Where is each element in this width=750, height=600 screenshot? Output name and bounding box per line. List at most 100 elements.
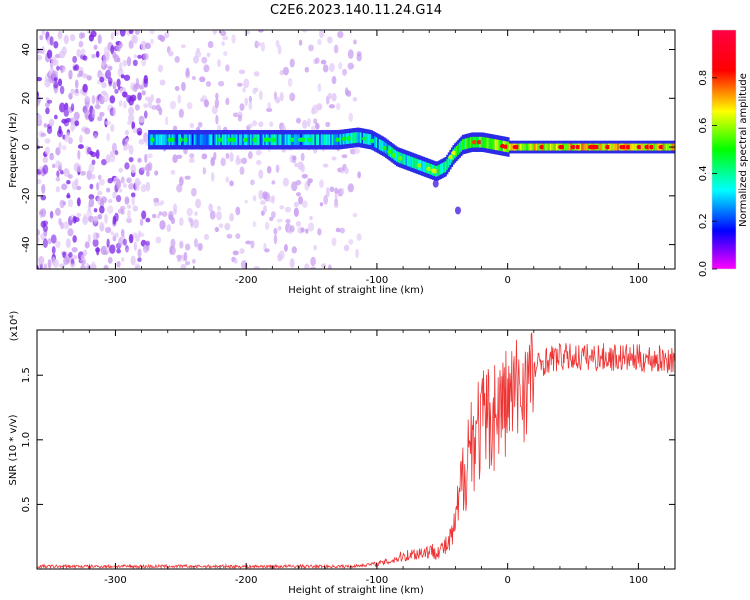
heatmap-noise-cell: [225, 64, 230, 72]
heatmap-trace-core: [455, 145, 458, 157]
heatmap-trace-core: [601, 143, 604, 151]
heatmap-trace-core: [355, 132, 358, 143]
heatmap-trace-core: [461, 139, 465, 150]
heatmap-trace-core: [510, 143, 513, 151]
heatmap-noise-cell: [212, 30, 217, 35]
heatmap-noise-cell: [122, 238, 127, 246]
heatmap-noise-cell: [159, 79, 166, 86]
heatmap-noise-cell: [343, 244, 350, 252]
heatmap-trace-core: [447, 156, 450, 168]
heatmap-trace-core: [485, 137, 488, 149]
heatmap-noise-cell: [248, 95, 252, 103]
heatmap-noise-cell: [76, 185, 82, 191]
heatmap-trace-core: [350, 132, 353, 144]
heatmap-noise-cell: [107, 77, 113, 85]
heatmap-noise-cell: [62, 200, 66, 206]
heatmap-trace-core: [521, 143, 524, 151]
heatmap-trace-core: [195, 134, 198, 146]
heatmap-trace-peak: [605, 144, 611, 150]
heatmap-noise-cell: [250, 179, 255, 186]
heatmap-noise-cell: [334, 193, 338, 199]
heatmap-noise-cell: [153, 197, 160, 204]
heatmap-noise-cell: [52, 59, 59, 66]
heatmap-noise-cell: [194, 211, 198, 216]
heatmap-trace-core: [524, 143, 527, 151]
heatmap-noise-cell: [319, 202, 324, 207]
heatmap-trace-core: [548, 143, 551, 151]
heatmap-trace-core: [295, 134, 298, 146]
heatmap-trace-core: [496, 139, 499, 151]
heatmap-noise-cell: [90, 30, 97, 38]
heatmap-trace-core: [494, 139, 498, 151]
heatmap-noise-cell: [84, 96, 90, 103]
heatmap-noise-cell: [194, 238, 198, 248]
heatmap-noise-cell: [68, 92, 73, 100]
heatmap-trace-core: [446, 159, 449, 170]
heatmap-noise-cell: [42, 224, 49, 232]
heatmap-noise-cell: [41, 183, 46, 194]
heatmap-noise-cell: [132, 34, 138, 44]
heatmap-noise-cell: [120, 257, 125, 263]
heatmap-trace-peak: [341, 136, 347, 142]
heatmap-noise-cell: [229, 213, 234, 222]
heatmap-trace-core: [551, 143, 554, 151]
heatmap-trace-core: [599, 143, 603, 151]
heatmap-trace-core: [312, 134, 316, 146]
heatmap-trace-core: [319, 134, 322, 146]
heatmap-noise-cell: [70, 88, 75, 95]
snr-xlabel: Height of straight line (km): [288, 585, 424, 596]
heatmap-trace-core: [279, 134, 283, 146]
heatmap-noise-cell: [53, 41, 59, 49]
heatmap-noise-cell: [259, 200, 266, 205]
heatmap-noise-cell: [269, 121, 274, 127]
heatmap-ytick-label: -40: [21, 236, 32, 252]
heatmap-noise-cell: [78, 40, 84, 48]
heatmap-noise-cell: [184, 175, 191, 180]
heatmap-noise-cell: [133, 54, 137, 59]
heatmap-noise-cell: [140, 40, 147, 51]
heatmap-trace-core: [457, 144, 460, 156]
heatmap-noise-cell: [38, 255, 45, 265]
heatmap-noise-cell: [163, 31, 170, 39]
heatmap-trace-core: [190, 134, 193, 146]
heatmap-trace-core: [162, 134, 165, 146]
heatmap-noise-cell: [86, 75, 92, 81]
heatmap-noise-cell: [201, 56, 208, 64]
heatmap-trace-core: [176, 134, 179, 146]
heatmap-trace-core: [411, 157, 414, 168]
heatmap-noise-cell: [197, 242, 203, 251]
snr-multiplier: (x10⁴): [9, 311, 20, 342]
heatmap-noise-cell: [37, 54, 42, 61]
heatmap-noise-cell: [225, 97, 230, 106]
heatmap-noise-cell: [313, 244, 317, 251]
heatmap-noise-cell: [220, 157, 226, 167]
heatmap-trace-core: [617, 143, 620, 151]
heatmap-noise-cell: [277, 225, 282, 231]
heatmap-noise-cell: [141, 210, 147, 220]
heatmap-noise-cell: [185, 67, 190, 78]
heatmap-noise-cell: [271, 211, 276, 219]
heatmap-noise-cell: [127, 209, 131, 218]
snr-frame: [36, 329, 676, 570]
heatmap-noise-cell: [238, 69, 246, 75]
heatmap-noise-cell: [44, 138, 51, 144]
heatmap-trace-core: [486, 137, 490, 149]
heatmap-noise-cell: [348, 238, 354, 245]
heatmap-noise-cell: [93, 44, 98, 50]
heatmap-noise-cell: [207, 40, 214, 49]
heatmap-noise-cell: [128, 144, 134, 155]
heatmap-noise-cell: [106, 238, 110, 248]
heatmap-noise-cell: [77, 150, 81, 160]
heatmap-noise-cell: [211, 172, 215, 182]
heatmap-outlier: [432, 179, 439, 188]
heatmap-noise-cell: [120, 205, 126, 211]
heatmap-trace-peak: [620, 144, 627, 150]
heatmap-trace-core: [534, 143, 537, 151]
heatmap-noise-cell: [231, 34, 236, 44]
heatmap-xtick-label: -100: [366, 275, 389, 286]
heatmap-noise-cell: [93, 208, 98, 213]
heatmap-noise-cell: [174, 85, 180, 91]
heatmap-noise-cell: [298, 39, 303, 46]
heatmap-noise-cell: [252, 120, 258, 127]
heatmap-trace-core: [155, 134, 159, 146]
